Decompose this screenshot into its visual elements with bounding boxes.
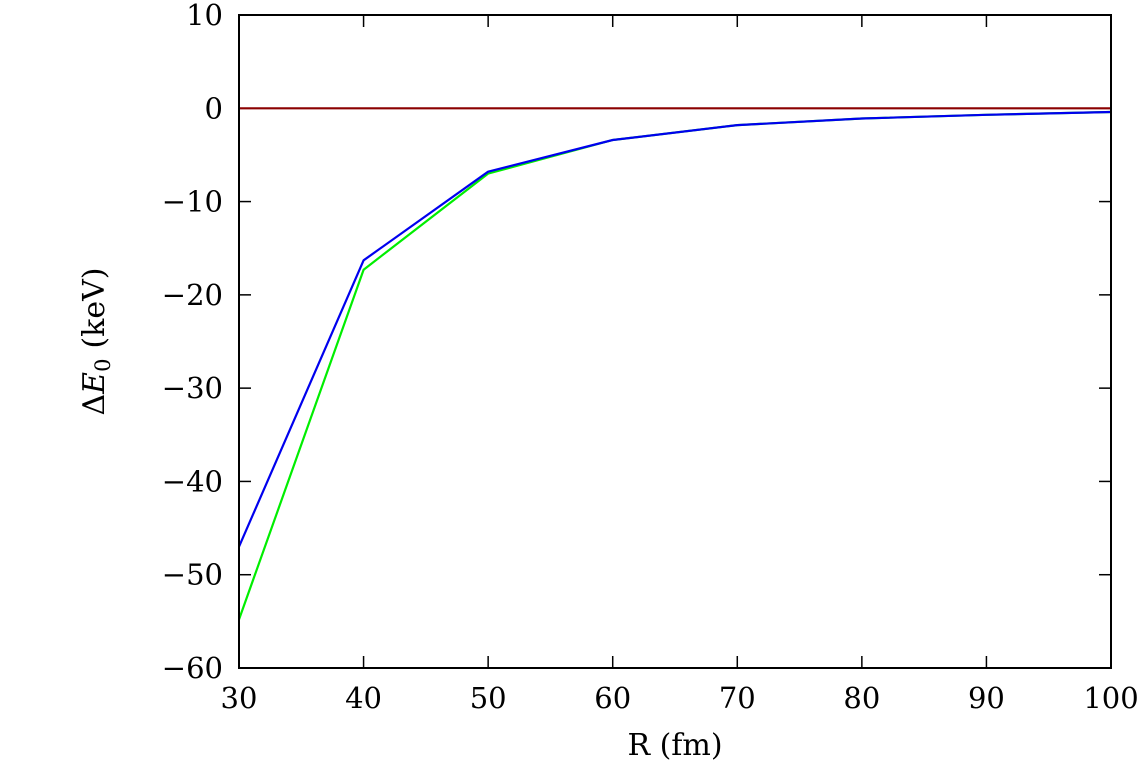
- y-tick-label: −50: [162, 558, 223, 592]
- x-tick-label: 40: [345, 681, 382, 715]
- y-tick-label: −20: [162, 278, 223, 312]
- x-tick-label: 50: [470, 681, 507, 715]
- y-tick-label: −40: [162, 464, 223, 498]
- y-tick-label: −30: [162, 371, 223, 405]
- y-tick-label: −10: [162, 185, 223, 219]
- plot-frame: [238, 14, 1112, 669]
- y-tick-label: 0: [205, 91, 223, 125]
- y-axis-label-subscript: 0: [91, 359, 115, 372]
- x-tick-label: 80: [843, 681, 880, 715]
- y-axis-label-symbol: E: [77, 372, 112, 395]
- y-tick-label: 10: [186, 0, 223, 32]
- tick-marks: [238, 14, 1112, 669]
- y-axis-label-delta: Δ: [77, 394, 112, 416]
- y-tick-labels: 10 0 −10 −20 −30 −40 −50 −60: [162, 0, 223, 685]
- series-line-1: [237, 110, 1112, 620]
- y-tick-label: −60: [162, 651, 223, 685]
- x-tick-label: 30: [221, 681, 258, 715]
- x-tick-label: 60: [594, 681, 631, 715]
- y-axis-label-unit: (keV): [77, 268, 112, 349]
- series-line-2: [237, 110, 1112, 548]
- x-tick-labels: 30 40 50 60 70 80 90 100: [221, 681, 1139, 715]
- series-lines: [237, 107, 1112, 620]
- x-axis-label: R (fm): [627, 728, 722, 763]
- x-tick-label: 70: [719, 681, 756, 715]
- x-tick-label: 90: [968, 681, 1005, 715]
- y-axis-label: ΔE0 (keV): [77, 268, 115, 416]
- x-tick-label: 100: [1083, 681, 1138, 715]
